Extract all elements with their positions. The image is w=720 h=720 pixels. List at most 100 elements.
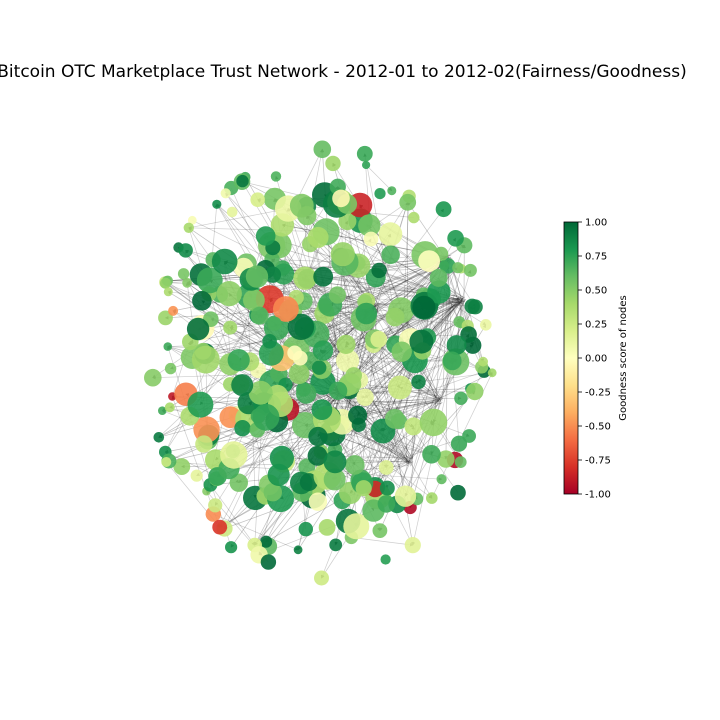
network-node <box>231 374 254 397</box>
network-node <box>356 388 374 406</box>
network-node <box>379 480 395 496</box>
network-node <box>387 186 397 196</box>
network-edge <box>364 396 470 437</box>
network-node <box>355 302 378 325</box>
network-edge <box>418 298 467 383</box>
network-node <box>168 305 179 316</box>
network-node <box>307 445 328 466</box>
network-node <box>178 243 193 258</box>
network-node <box>208 498 223 513</box>
network-node <box>338 212 357 231</box>
network-node <box>260 554 277 570</box>
network-node <box>255 226 276 246</box>
network-node <box>328 286 346 304</box>
network-node <box>466 382 484 401</box>
network-node <box>330 242 355 267</box>
network-node <box>463 263 477 277</box>
network-edge <box>377 338 411 460</box>
network-node <box>318 519 336 536</box>
network-node <box>161 457 172 467</box>
colorbar-tick-label: 1.00 <box>585 218 607 229</box>
network-node <box>287 313 315 340</box>
network-node <box>314 570 329 586</box>
network-edge <box>339 255 388 489</box>
network-node <box>164 362 177 375</box>
network-node <box>447 230 464 247</box>
network-node <box>378 460 394 475</box>
network-node <box>250 306 269 325</box>
colorbar-tick-label: -0.25 <box>585 388 611 399</box>
network-node <box>404 537 421 554</box>
network-node <box>212 199 222 209</box>
network-node <box>192 291 212 311</box>
network-node <box>191 345 220 374</box>
network-node <box>450 435 468 452</box>
network-edge <box>340 394 435 424</box>
network-node <box>182 277 193 288</box>
network-edge <box>377 268 462 306</box>
network-node <box>307 226 329 248</box>
network-node <box>195 435 213 453</box>
network-node <box>332 189 350 208</box>
network-node <box>363 231 379 247</box>
network-node <box>227 349 250 372</box>
network-edge <box>188 226 327 233</box>
network-node <box>345 455 365 475</box>
colorbar-tick-label: 0.00 <box>585 354 607 365</box>
network-node <box>356 145 373 162</box>
network-edge <box>374 299 466 488</box>
network-edge <box>373 300 466 346</box>
network-node <box>446 335 467 355</box>
network-node <box>144 368 162 387</box>
network-node <box>270 171 282 182</box>
network-node <box>243 289 265 312</box>
network-node <box>288 363 310 385</box>
network-node <box>362 160 371 170</box>
colorbar-tick-label: -1.00 <box>585 490 611 501</box>
network-node <box>329 538 343 552</box>
network-node <box>374 188 386 200</box>
network-node <box>264 266 281 283</box>
network-node <box>273 296 299 322</box>
network-node <box>378 222 403 247</box>
network-node <box>437 450 455 468</box>
network-node <box>343 513 370 540</box>
network-node <box>293 266 317 290</box>
network-node <box>245 265 269 288</box>
network-node <box>381 245 400 265</box>
network-node <box>323 450 347 474</box>
network-node <box>399 193 417 211</box>
network-node <box>480 319 492 331</box>
network-node <box>177 268 190 280</box>
network-node <box>225 541 238 554</box>
network-node <box>250 192 265 207</box>
network-node <box>160 277 171 289</box>
network-edge <box>210 484 256 546</box>
network-node <box>158 310 173 326</box>
network-edge <box>364 360 453 398</box>
network-node <box>252 403 280 431</box>
network-node <box>442 351 462 371</box>
network-node <box>308 426 328 447</box>
network-node <box>387 375 412 400</box>
network-edge <box>374 301 463 340</box>
network-edge <box>217 257 447 477</box>
network-node <box>312 340 334 361</box>
network-node <box>164 402 175 413</box>
network-edge <box>324 305 413 459</box>
network-node <box>377 495 396 513</box>
network-node <box>336 349 360 373</box>
network-node <box>186 317 210 341</box>
network-node <box>411 374 426 390</box>
network-edge <box>339 255 411 508</box>
network-node <box>394 485 417 507</box>
network-node <box>478 356 488 367</box>
network-node <box>226 206 238 218</box>
network-node <box>163 342 173 351</box>
network-node <box>370 330 388 348</box>
network-node <box>385 307 405 327</box>
network-node <box>223 320 238 335</box>
network-node <box>454 391 468 405</box>
figure-title-text: Bitcoin OTC Marketplace Trust Network - … <box>0 62 687 82</box>
